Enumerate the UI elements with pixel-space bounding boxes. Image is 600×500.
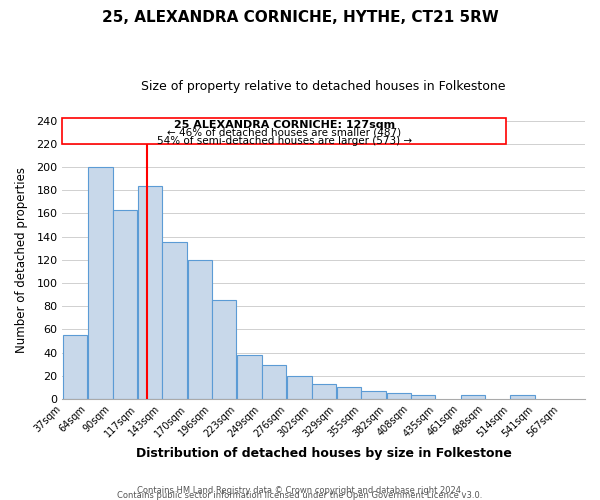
Bar	[511, 396, 535, 399]
Text: 25 ALEXANDRA CORNICHE: 127sqm: 25 ALEXANDRA CORNICHE: 127sqm	[174, 120, 395, 130]
Text: 54% of semi-detached houses are larger (573) →: 54% of semi-detached houses are larger (…	[157, 136, 412, 145]
Title: Size of property relative to detached houses in Folkestone: Size of property relative to detached ho…	[142, 80, 506, 93]
FancyBboxPatch shape	[62, 118, 506, 144]
Text: Contains public sector information licensed under the Open Government Licence v3: Contains public sector information licen…	[118, 491, 482, 500]
Bar	[337, 388, 361, 399]
Y-axis label: Number of detached properties: Number of detached properties	[15, 166, 28, 352]
X-axis label: Distribution of detached houses by size in Folkestone: Distribution of detached houses by size …	[136, 447, 512, 460]
Text: 25, ALEXANDRA CORNICHE, HYTHE, CT21 5RW: 25, ALEXANDRA CORNICHE, HYTHE, CT21 5RW	[101, 10, 499, 25]
Bar	[386, 393, 411, 399]
Bar	[287, 376, 311, 399]
Bar	[138, 186, 163, 399]
Bar	[311, 384, 336, 399]
Text: Contains HM Land Registry data © Crown copyright and database right 2024.: Contains HM Land Registry data © Crown c…	[137, 486, 463, 495]
Bar	[88, 167, 113, 399]
Bar	[411, 396, 436, 399]
Bar	[63, 335, 88, 399]
Bar	[212, 300, 236, 399]
Bar	[188, 260, 212, 399]
Bar	[361, 391, 386, 399]
Bar	[461, 396, 485, 399]
Bar	[163, 242, 187, 399]
Bar	[238, 355, 262, 399]
Bar	[113, 210, 137, 399]
Bar	[262, 366, 286, 399]
Text: ← 46% of detached houses are smaller (487): ← 46% of detached houses are smaller (48…	[167, 128, 401, 138]
